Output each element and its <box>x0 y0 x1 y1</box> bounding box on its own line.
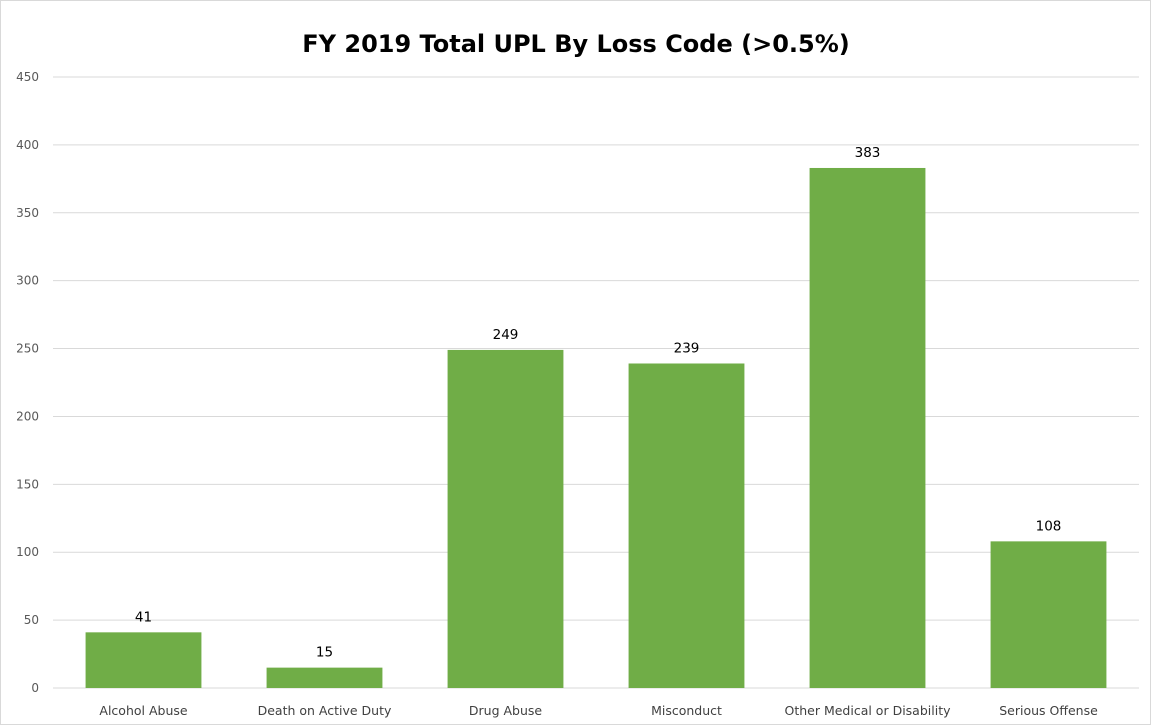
data-label: 108 <box>1036 518 1062 534</box>
bar-alcohol-abuse <box>85 632 202 688</box>
data-label: 41 <box>135 609 152 625</box>
y-tick-label: 400 <box>16 138 39 152</box>
chart-title: FY 2019 Total UPL By Loss Code (>0.5%) <box>302 30 849 58</box>
x-category-label: Other Medical or Disability <box>784 703 951 718</box>
bar-serious-offense <box>990 541 1107 688</box>
y-tick-label: 150 <box>16 477 39 491</box>
data-label: 15 <box>316 645 333 661</box>
x-category-label: Drug Abuse <box>469 703 543 718</box>
y-tick-label: 50 <box>24 613 39 627</box>
x-category-label: Death on Active Duty <box>258 703 392 718</box>
y-axis-tick-labels: 0 50 100 150 200 250 300 350 400 450 <box>16 70 39 695</box>
x-category-label: Serious Offense <box>999 703 1098 718</box>
gridlines <box>53 76 1139 689</box>
x-category-label: Alcohol Abuse <box>99 703 187 718</box>
bar-death-on-active-duty <box>266 667 383 688</box>
y-tick-label: 250 <box>16 342 39 356</box>
data-label: 383 <box>855 145 881 161</box>
y-tick-label: 450 <box>16 70 39 84</box>
x-axis-category-labels: Alcohol Abuse Death on Active Duty Drug Ab… <box>99 703 1098 718</box>
y-tick-label: 300 <box>16 274 39 288</box>
data-label: 239 <box>674 340 700 356</box>
y-tick-label: 0 <box>31 681 39 695</box>
y-tick-label: 350 <box>16 206 39 220</box>
bars <box>85 167 1107 688</box>
data-labels: 41 15 249 239 383 108 <box>135 145 1061 661</box>
y-tick-label: 200 <box>16 409 39 423</box>
bar-other-medical-or-disability <box>809 167 926 688</box>
y-tick-label: 100 <box>16 545 39 559</box>
x-category-label: Misconduct <box>651 703 722 718</box>
data-label: 249 <box>493 327 519 343</box>
bar-drug-abuse <box>447 349 564 688</box>
bar-misconduct <box>628 363 745 688</box>
